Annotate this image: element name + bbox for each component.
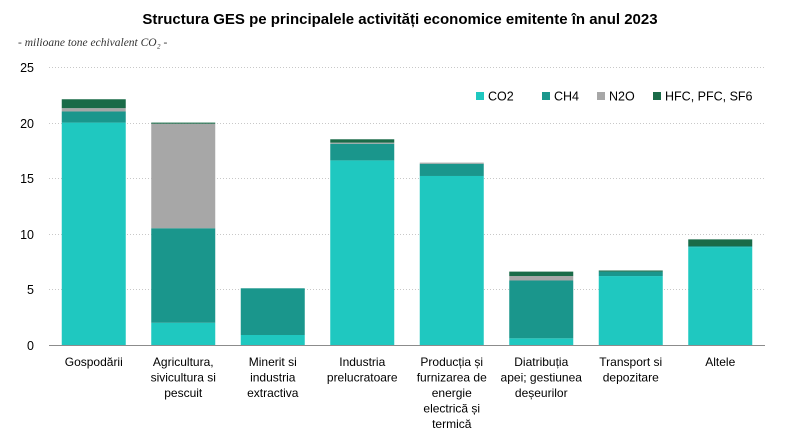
bar-ch4 [240, 288, 305, 335]
legend-label: CO2 [488, 90, 514, 104]
category-label: Transport si [599, 355, 662, 369]
category-label: deșeurilor [515, 386, 568, 400]
y-tick-label: 20 [20, 117, 34, 131]
category-label: pescuit [164, 386, 203, 400]
category-label: Gospodării [65, 355, 123, 369]
bar-stack [61, 99, 126, 345]
chart-title: Structura GES pe principalele activități… [142, 11, 657, 28]
bar-co2 [598, 276, 663, 345]
bar-ch4 [330, 143, 395, 161]
bar-co2 [240, 334, 305, 345]
bar-stack [330, 139, 395, 345]
bar-ch4 [598, 271, 663, 277]
bar-n2o [419, 162, 484, 164]
legend-label: HFC, PFC, SF6 [665, 90, 753, 104]
bar-hfc-pfc-sf6 [151, 122, 216, 124]
bar-co2 [330, 160, 395, 345]
category-label: industria [250, 371, 296, 385]
x-axis-categories: Gospodării Agricultura, sivicultura sipesc… [65, 355, 736, 431]
category-label: prelucratoare [327, 371, 398, 385]
legend: CO2 CH4 N2O HFC, PFC, SF6 [476, 90, 753, 104]
category-label: extractiva [247, 386, 299, 400]
legend-swatch [653, 92, 661, 100]
legend-swatch [476, 92, 484, 100]
bar-stack [688, 239, 753, 345]
bar-hfc-pfc-sf6 [688, 239, 753, 247]
bar-n2o [61, 108, 126, 112]
bar-ch4 [509, 280, 574, 339]
bar-hfc-pfc-sf6 [509, 271, 574, 277]
bar-co2 [61, 122, 126, 345]
bar-co2 [151, 322, 216, 345]
y-tick-label: 0 [27, 339, 34, 353]
category-label: electrică și [423, 402, 480, 416]
bars [61, 99, 753, 345]
gridlines [49, 67, 765, 290]
bar-n2o [509, 276, 574, 281]
bar-stack [240, 288, 305, 345]
category-label: termică [432, 417, 472, 431]
bar-co2 [419, 175, 484, 345]
bar-n2o [151, 123, 216, 229]
category-label: Agricultura, [153, 355, 214, 369]
bar-hfc-pfc-sf6 [330, 139, 395, 143]
bar-stack [419, 162, 484, 345]
category-label: depozitare [603, 371, 659, 385]
bar-ch4 [688, 246, 753, 248]
bar-hfc-pfc-sf6 [598, 270, 663, 272]
legend-label: CH4 [554, 90, 579, 104]
y-axis-ticks: 0 5 10 15 20 25 [20, 61, 34, 353]
bar-co2 [688, 247, 753, 345]
category-label: Diatribuția [514, 355, 568, 369]
chart-subtitle: - milioane tone echivalent CO₂ - [18, 37, 167, 49]
bar-ch4 [61, 111, 126, 123]
y-tick-label: 10 [20, 228, 34, 242]
category-label: Industria [339, 355, 385, 369]
bar-ch4 [151, 228, 216, 323]
y-tick-label: 25 [20, 61, 34, 75]
category-label: furnizarea de [417, 371, 487, 385]
bar-n2o [330, 142, 395, 144]
category-label: energie [432, 386, 472, 400]
y-tick-label: 15 [20, 172, 34, 186]
legend-swatch [597, 92, 605, 100]
category-label: Minerit si [249, 355, 297, 369]
bar-ch4 [419, 163, 484, 176]
bar-stack [151, 122, 216, 345]
legend-swatch [542, 92, 550, 100]
category-label: apei; gestiunea [501, 371, 583, 385]
bar-hfc-pfc-sf6 [61, 99, 126, 109]
bar-co2 [509, 338, 574, 345]
category-label: sivicultura si [151, 371, 216, 385]
category-label: Altele [705, 355, 735, 369]
category-label: Producția și [420, 355, 483, 369]
y-tick-label: 5 [27, 283, 34, 297]
legend-label: N2O [609, 90, 635, 104]
bar-stack [598, 270, 663, 345]
bar-stack [509, 271, 574, 345]
